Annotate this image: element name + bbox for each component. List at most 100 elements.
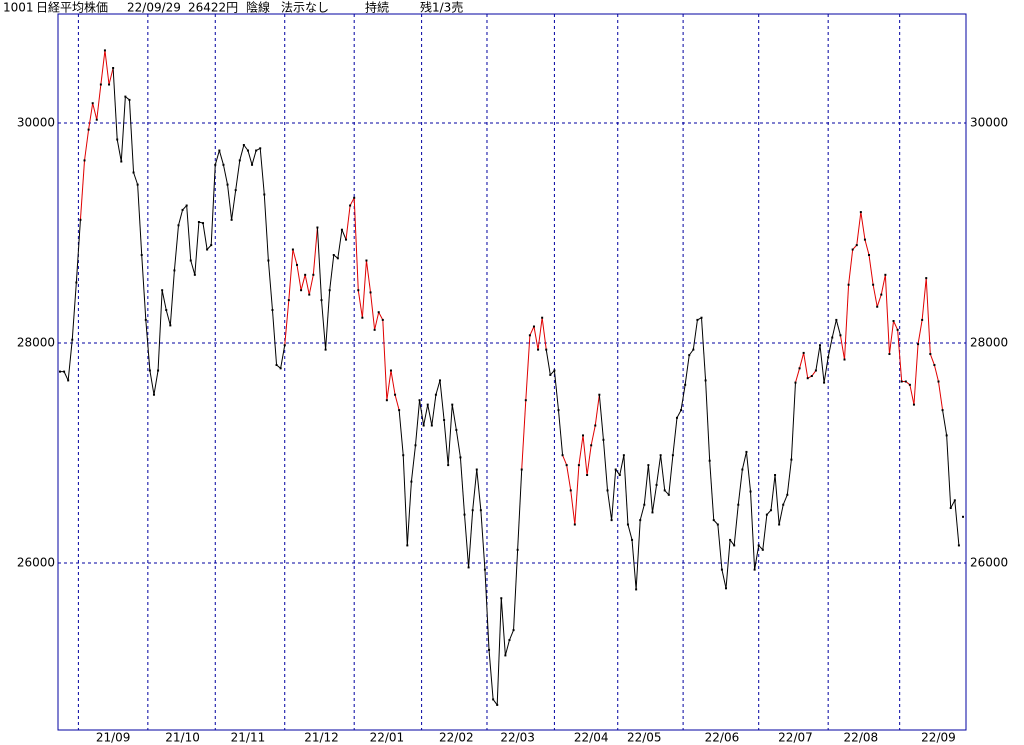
price-point xyxy=(483,568,486,571)
price-point xyxy=(459,456,462,459)
price-segment xyxy=(553,370,559,411)
price-segment xyxy=(222,164,229,185)
price-point xyxy=(626,523,629,526)
price-point xyxy=(251,163,254,166)
price-segment xyxy=(71,282,77,340)
price-segment xyxy=(782,494,788,505)
price-segment xyxy=(263,194,269,261)
price-segment xyxy=(145,319,151,371)
price-point xyxy=(434,393,437,396)
price-point xyxy=(880,293,883,296)
price-segment xyxy=(725,539,731,589)
price-point xyxy=(161,289,164,292)
price-point xyxy=(369,291,372,294)
price-point xyxy=(700,316,703,319)
price-segment xyxy=(165,309,171,326)
price-segment xyxy=(668,455,674,495)
price-point xyxy=(152,393,155,396)
price-segment xyxy=(296,264,302,291)
price-point xyxy=(312,273,315,276)
price-segment xyxy=(365,260,372,293)
price-segment xyxy=(819,345,825,383)
price-segment xyxy=(464,514,470,568)
price-point xyxy=(398,409,401,412)
price-segment xyxy=(700,317,707,381)
price-point xyxy=(99,83,102,86)
price-point xyxy=(218,149,221,152)
price-segment xyxy=(439,380,445,421)
price-point xyxy=(304,273,307,276)
price-point xyxy=(528,334,531,337)
price-point xyxy=(745,450,748,453)
price-segment xyxy=(173,225,179,271)
price-segment xyxy=(933,364,939,382)
price-point xyxy=(725,587,728,590)
price-point xyxy=(569,489,572,492)
price-point xyxy=(389,369,392,372)
price-point xyxy=(708,459,711,462)
price-point xyxy=(590,444,593,447)
price-point xyxy=(496,703,499,706)
price-point xyxy=(573,523,576,526)
price-segment xyxy=(92,103,98,120)
price-segment xyxy=(386,370,392,401)
price-segment xyxy=(607,490,613,521)
price-segment xyxy=(823,357,829,383)
price-segment xyxy=(353,197,359,291)
price-point xyxy=(385,399,388,402)
price-point xyxy=(872,283,875,286)
price-point xyxy=(467,566,470,569)
price-segment xyxy=(574,465,580,525)
price-point xyxy=(426,403,429,406)
price-segment xyxy=(880,274,886,295)
price-segment xyxy=(451,404,457,430)
price-segment xyxy=(590,425,596,446)
price-segment xyxy=(382,319,388,401)
price-segment xyxy=(374,312,380,330)
price-segment xyxy=(790,382,796,460)
price-point xyxy=(443,419,446,422)
price-segment xyxy=(79,160,86,220)
price-segment xyxy=(218,150,224,165)
price-point xyxy=(953,499,956,502)
price-point xyxy=(422,424,425,427)
price-point xyxy=(532,325,535,328)
price-segment xyxy=(929,353,935,366)
price-point xyxy=(259,147,262,150)
price-segment xyxy=(917,319,923,345)
price-segment xyxy=(484,569,490,650)
price-segment xyxy=(786,459,792,495)
price-segment xyxy=(750,491,756,570)
price-point xyxy=(132,171,135,174)
price-segment xyxy=(517,469,523,550)
x-tick-label: 22/09 xyxy=(921,731,956,745)
y2-tick-label: 26000 xyxy=(970,556,1008,570)
price-point xyxy=(537,348,540,351)
price-segment xyxy=(656,455,662,485)
price-segment xyxy=(831,319,837,338)
price-segment xyxy=(557,410,564,456)
price-point xyxy=(565,464,568,467)
price-segment xyxy=(496,598,502,705)
price-point xyxy=(512,629,515,632)
x-tick-label: 22/04 xyxy=(574,731,609,745)
price-point xyxy=(475,468,478,471)
header-code: 1001 xyxy=(3,1,34,15)
price-point xyxy=(925,277,928,280)
price-point xyxy=(140,254,143,257)
price-point xyxy=(295,263,298,266)
price-point xyxy=(63,370,66,373)
price-segment xyxy=(419,400,425,426)
header-status: 持続 xyxy=(365,0,389,15)
price-segment xyxy=(897,329,903,382)
price-point xyxy=(345,238,348,241)
price-point xyxy=(275,364,278,367)
price-segment xyxy=(394,394,400,411)
price-segment xyxy=(88,103,94,130)
price-point xyxy=(112,67,115,70)
x-tick-label: 22/02 xyxy=(439,731,474,745)
header-date: 22/09/29 xyxy=(127,1,181,15)
price-segment xyxy=(950,500,956,509)
price-point xyxy=(451,403,454,406)
price-segment xyxy=(860,212,866,240)
